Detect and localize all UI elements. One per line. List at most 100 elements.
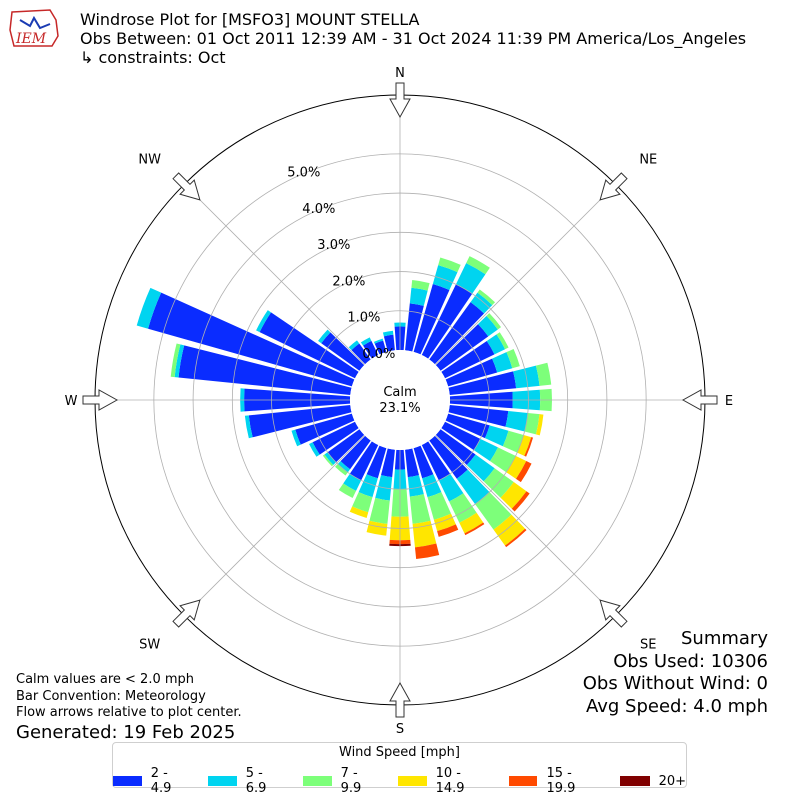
windrose-bar-segment (441, 341, 495, 379)
windrose-bar-segment (511, 491, 530, 512)
windrose-bar-segment (448, 371, 517, 395)
grid-spoke (184, 184, 365, 365)
legend-item: 5 - 6.9 (207, 766, 286, 796)
windrose-bar-segment (500, 482, 527, 509)
calm-note: Calm values are < 2.0 mph (16, 672, 195, 687)
avg-speed: Avg Speed: 4.0 mph (586, 695, 768, 717)
compass-label-sw: SW (139, 637, 160, 652)
compass-label-se: SE (640, 637, 656, 652)
windrose-bar-segment (322, 454, 334, 467)
compass-label-nw: NW (138, 153, 161, 168)
windrose-bar-segment (475, 492, 512, 530)
windrose-bar-segment (438, 257, 461, 273)
windrose-bar-segment (259, 312, 359, 379)
calm-value: 23.1% (379, 401, 420, 416)
legend-item: 15 - 19.9 (508, 766, 603, 796)
legend-title: Wind Speed [mph] (339, 745, 460, 760)
header: Windrose Plot for [MSFO3] MOUNT STELLA O… (80, 10, 746, 67)
legend-swatch (113, 776, 142, 786)
grid-spoke (435, 435, 616, 616)
windrose-bar-segment (486, 313, 502, 330)
windrose-bar-segment (412, 520, 437, 548)
compass-label-e: E (725, 394, 733, 409)
windrose-bar-segment (178, 345, 352, 395)
windrose-bar-segment (291, 429, 301, 447)
windrose-bar-segment (459, 512, 484, 534)
windrose-bar-segment (464, 522, 485, 536)
compass-label-n: N (395, 66, 405, 81)
calm-circle (350, 350, 450, 450)
arrows-note: Flow arrows relative to plot center. (16, 705, 242, 720)
legend-swatch (302, 776, 332, 786)
constraints: ↳ constraints: Oct (80, 48, 226, 67)
flow-arrow-icon (599, 599, 628, 628)
windrose-bar-segment (432, 265, 458, 290)
windrose-bar-segment (374, 340, 387, 355)
generated-date: Generated: 19 Feb 2025 (16, 721, 236, 743)
windrose-bar-segment (383, 334, 395, 352)
windrose-bar-segment (484, 425, 509, 447)
windrose-bar-segment (309, 442, 320, 457)
windrose-bar-segment (504, 528, 527, 548)
radial-tick-label: 3.0% (317, 238, 350, 253)
plot-title: Windrose Plot for [MSFO3] MOUNT STELLA (80, 10, 420, 29)
summary-panel: Summary Obs Used: 10306 Obs Without Wind… (583, 628, 768, 718)
calm-label: Calm (383, 385, 416, 400)
legend-label: 7 - 9.9 (340, 766, 362, 796)
radial-tick-label: 0.0% (362, 347, 395, 362)
windrose-bar-segment (496, 332, 509, 350)
windrose-bar-segment (380, 448, 395, 478)
windrose-bar-segment (170, 343, 181, 378)
windrose-bar-segment (492, 352, 513, 373)
flow-arrow-icon (389, 681, 411, 718)
windrose-bar-segment (369, 497, 390, 524)
windrose-bar-segment (486, 334, 506, 355)
windrose-bar-segment (148, 292, 355, 387)
windrose-bar-segment (455, 263, 486, 294)
windrose-bar-segment (335, 463, 348, 476)
obs-without-wind: Obs Without Wind: 0 (582, 673, 768, 694)
convention-note: Bar Convention: Meteorology (16, 688, 206, 704)
windrose-bar-segment (456, 469, 490, 505)
windrose-bar-segment (535, 414, 544, 436)
flow-arrow-icon (599, 172, 628, 201)
legend-item: 7 - 9.9 (302, 766, 381, 796)
windrose-bar-segment (136, 287, 162, 329)
windrose-bar-segment (174, 344, 185, 378)
windrose-bar-segment (360, 337, 372, 346)
windrose-bar-segment (535, 362, 552, 386)
compass-label-s: S (396, 722, 404, 737)
windrose-bar-segment (483, 468, 514, 498)
windrose-bar-segment (473, 438, 498, 462)
windrose-bar-segment (382, 330, 394, 337)
windrose-bar-segment (445, 358, 498, 387)
windrose-bar-segment (421, 284, 473, 359)
windrose-bar-segment (244, 415, 253, 439)
windrose-bar-segment (338, 483, 357, 498)
legend-swatch (508, 776, 538, 786)
windrose-bar-segment (435, 429, 476, 465)
windrose-bar-segment (515, 461, 532, 483)
windrose-bar-segment (505, 410, 528, 432)
observation-period: Obs Between: 01 Oct 2011 12:39 AM - 31 O… (80, 29, 747, 48)
windrose-bar-segment (445, 413, 490, 439)
windrose-bar-segment (324, 452, 337, 465)
windrose-bar-segment (421, 441, 451, 481)
windrose-bar-segment (248, 405, 352, 438)
windrose-bar-segment (256, 310, 272, 333)
svg-text:IEM: IEM (15, 31, 47, 47)
legend-label: 5 - 6.9 (245, 766, 267, 796)
windrose-bar-segment (411, 280, 430, 291)
windrose-bar-segment (352, 492, 373, 513)
notes: Calm values are < 2.0 mph Bar Convention… (16, 672, 242, 743)
windrose-bar-segment (349, 441, 379, 481)
windrose-bar-segment (409, 287, 428, 306)
windrose-bar-segment (348, 340, 360, 351)
legend-label: 20+ (658, 773, 686, 789)
grid-spoke (435, 184, 616, 365)
grid-spoke (184, 435, 365, 616)
windrose-bar-segment (490, 447, 516, 473)
windrose-bar-segment (438, 473, 464, 502)
legend: Wind Speed [mph] 2 - 4.9 5 - 6.9 7 - 9.9 10… (112, 742, 687, 796)
